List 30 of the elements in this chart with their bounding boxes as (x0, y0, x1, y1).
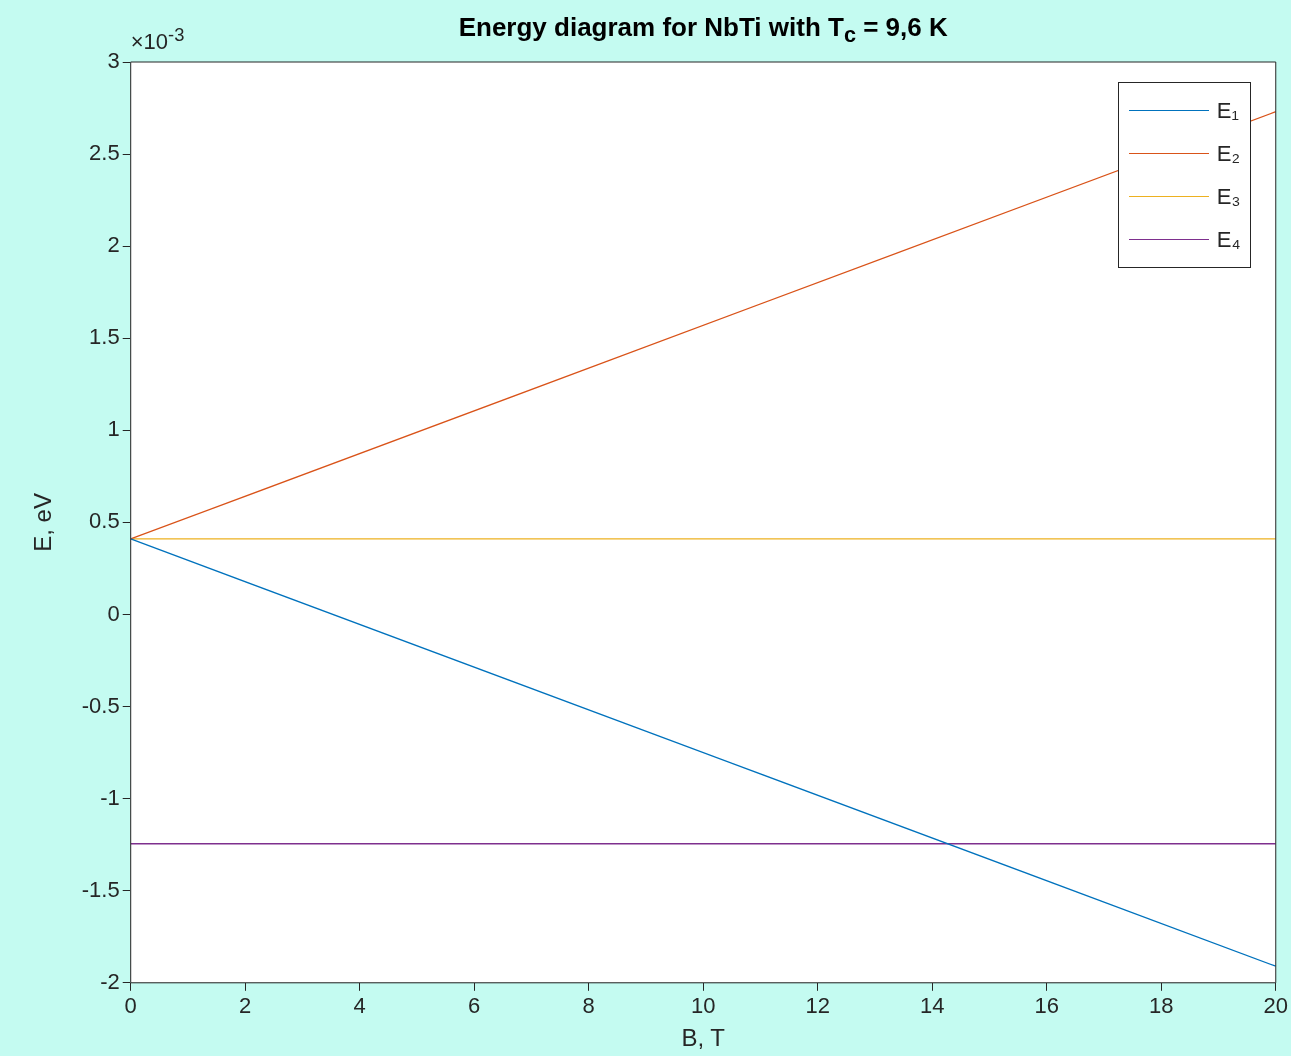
y-tick-label: 2 (107, 232, 120, 258)
x-tick-label: 18 (1149, 993, 1174, 1019)
x-tick-label: 8 (582, 993, 595, 1019)
legend-label: E₂ (1216, 140, 1240, 167)
y-tick-label: -1 (100, 784, 120, 810)
x-tick-label: 20 (1263, 993, 1289, 1019)
x-tick-label: 6 (468, 993, 481, 1019)
legend-label: E₁ (1216, 97, 1239, 124)
x-tick-label: 14 (920, 993, 945, 1019)
y-tick-label: 0.5 (89, 508, 120, 534)
x-tick-label: 10 (690, 993, 716, 1019)
text: ×10$^{-3}$ (130, 24, 185, 56)
y-tick-label: -0.5 (81, 692, 120, 718)
x-tick-label: 4 (353, 993, 366, 1019)
x-tick-label: 0 (124, 993, 137, 1019)
legend-label: E₄ (1216, 226, 1241, 253)
x-tick-label: 16 (1034, 993, 1059, 1019)
y-tick-label: 1 (107, 416, 120, 442)
x-tick-label: 2 (239, 993, 252, 1019)
y-tick-label: 1.5 (89, 324, 120, 350)
x-axis-title: B, T (681, 1024, 726, 1052)
y-tick-label: 2.5 (89, 140, 120, 166)
y-tick-label: 3 (107, 48, 120, 74)
legend-label: E₃ (1216, 183, 1241, 210)
y-tick-label: -2 (100, 968, 120, 994)
y-tick-label: -1.5 (81, 876, 120, 902)
y-tick-label: 0 (107, 600, 120, 626)
x-tick-label: 12 (805, 993, 830, 1019)
chart-title: Energy diagram for NbTi with T$_{c}$ = 9,6 K (458, 12, 948, 48)
y-axis-title: E, eV (29, 493, 57, 552)
